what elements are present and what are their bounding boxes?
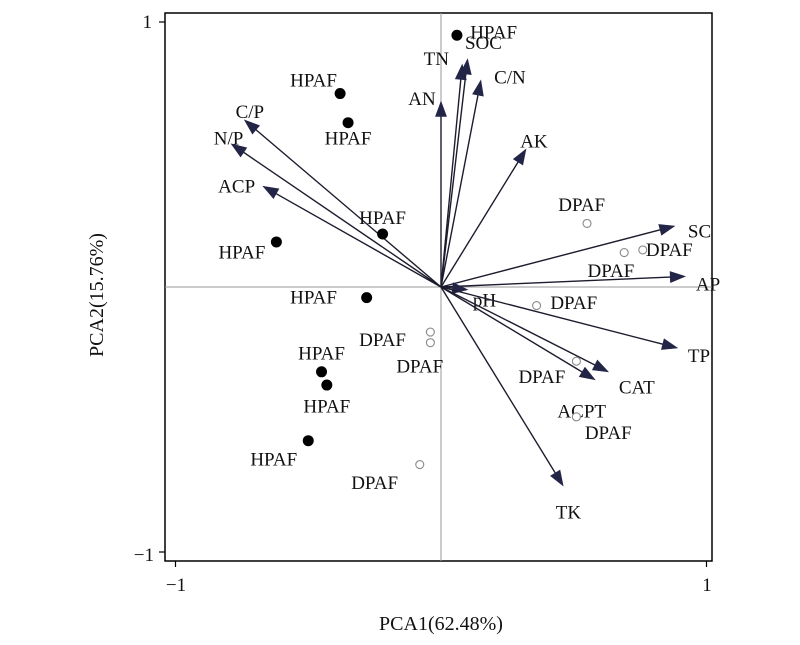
point-hpaf-3 xyxy=(377,228,389,240)
vector-line-4 xyxy=(440,161,519,288)
point-hpaf-5 xyxy=(361,292,373,304)
vector-label-13: ACPT xyxy=(557,402,606,423)
x-axis-title: PCA1(62.48%) xyxy=(379,613,503,635)
sample-points: HPAF HPAF HPAF HPAF HPAF HPAF HPAF HPAF HPAF DPAF… xyxy=(218,23,692,495)
vector-line-7 xyxy=(275,193,442,288)
vector-arrowhead-4 xyxy=(512,148,527,166)
point-label-dpaf-7: DPAF xyxy=(585,423,632,444)
point-label-hpaf-7: HPAF xyxy=(303,396,350,417)
point-hpaf-7 xyxy=(321,379,333,391)
vector-arrowhead-3 xyxy=(435,100,447,117)
vector-line-12 xyxy=(440,286,596,366)
point-label-hpaf-0: HPAF xyxy=(470,23,517,44)
vector-line-0 xyxy=(440,73,467,288)
point-dpaf-3 xyxy=(532,300,542,311)
vector-label-12: CAT xyxy=(619,378,655,399)
vector-label-3: AN xyxy=(408,89,436,110)
vector-arrowhead-1 xyxy=(454,63,467,81)
point-hpaf-0 xyxy=(451,29,463,41)
vector-label-5: C/P xyxy=(236,102,265,123)
vector-arrowhead-11 xyxy=(660,338,679,350)
point-label-dpaf-5: DPAF xyxy=(396,357,443,378)
point-dpaf-2 xyxy=(619,248,629,258)
point-dpaf-0 xyxy=(582,218,592,228)
vector-arrowhead-9 xyxy=(669,271,687,283)
point-dpaf-1 xyxy=(638,245,648,255)
y-tick-label-bottom: −1 xyxy=(134,545,154,566)
vector-label-2: C/N xyxy=(494,68,526,89)
vector-line-11 xyxy=(440,286,663,345)
point-label-dpaf-3: DPAF xyxy=(550,293,597,314)
vector-arrowhead-8 xyxy=(658,224,676,236)
point-label-dpaf-2: DPAF xyxy=(587,261,634,282)
vector-arrowhead-12 xyxy=(591,359,610,373)
vector-line-9 xyxy=(440,276,671,288)
vector-label-0: SOC xyxy=(465,33,502,54)
y-tick-label-top: 1 xyxy=(143,12,153,33)
point-hpaf-4 xyxy=(270,236,282,248)
x-tick-label-right: 1 xyxy=(702,575,712,596)
point-label-hpaf-3: HPAF xyxy=(359,208,406,229)
vector-line-8 xyxy=(440,229,661,288)
vector-label-14: TK xyxy=(556,502,582,523)
vector-label-8: SC xyxy=(688,221,711,242)
point-hpaf-1 xyxy=(334,88,346,100)
point-dpaf-5 xyxy=(425,338,435,348)
vector-label-11: TP xyxy=(688,346,710,367)
point-dpaf-8 xyxy=(415,459,425,470)
point-label-hpaf-2: HPAF xyxy=(325,129,372,150)
point-label-hpaf-8: HPAF xyxy=(250,449,297,470)
point-label-dpaf-6: DPAF xyxy=(518,367,565,388)
vector-arrowhead-7 xyxy=(262,185,280,199)
point-label-dpaf-0: DPAF xyxy=(558,195,605,216)
point-hpaf-6 xyxy=(316,366,328,378)
point-label-hpaf-5: HPAF xyxy=(290,288,337,309)
vector-line-14 xyxy=(440,286,556,474)
point-dpaf-6 xyxy=(571,356,581,366)
vector-line-2 xyxy=(440,94,479,288)
vector-label-9: AP xyxy=(696,274,720,295)
vector-label-4: AK xyxy=(520,131,548,152)
y-axis-title: PCA2(15.76%) xyxy=(86,233,108,357)
point-label-dpaf-1: DPAF xyxy=(646,240,693,261)
point-label-dpaf-4: DPAF xyxy=(359,330,406,351)
vector-label-6: N/P xyxy=(214,129,244,150)
vector-line-6 xyxy=(243,151,442,288)
vector-label-7: ACP xyxy=(218,176,255,197)
vector-arrowhead-13 xyxy=(578,366,596,381)
point-hpaf-8 xyxy=(302,435,314,447)
x-tick-label-left: −1 xyxy=(166,575,186,596)
vector-arrowhead-2 xyxy=(472,79,484,97)
point-label-hpaf-4: HPAF xyxy=(218,243,265,264)
vector-arrowhead-5 xyxy=(243,119,261,135)
point-label-hpaf-6: HPAF xyxy=(298,343,345,364)
vector-arrowhead-6 xyxy=(230,143,248,158)
point-label-hpaf-1: HPAF xyxy=(290,70,337,91)
vector-line-5 xyxy=(255,129,442,288)
vector-arrowhead-14 xyxy=(550,469,564,487)
point-dpaf-7 xyxy=(571,412,581,422)
point-dpaf-4 xyxy=(425,327,435,337)
vector-line-13 xyxy=(440,286,583,373)
point-hpaf-2 xyxy=(342,117,354,129)
vector-label-1: TN xyxy=(424,49,450,70)
vector-line-1 xyxy=(440,79,462,288)
point-label-dpaf-8: DPAF xyxy=(351,473,398,494)
